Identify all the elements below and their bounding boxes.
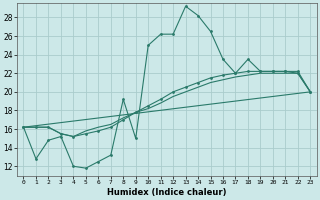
X-axis label: Humidex (Indice chaleur): Humidex (Indice chaleur): [107, 188, 227, 197]
